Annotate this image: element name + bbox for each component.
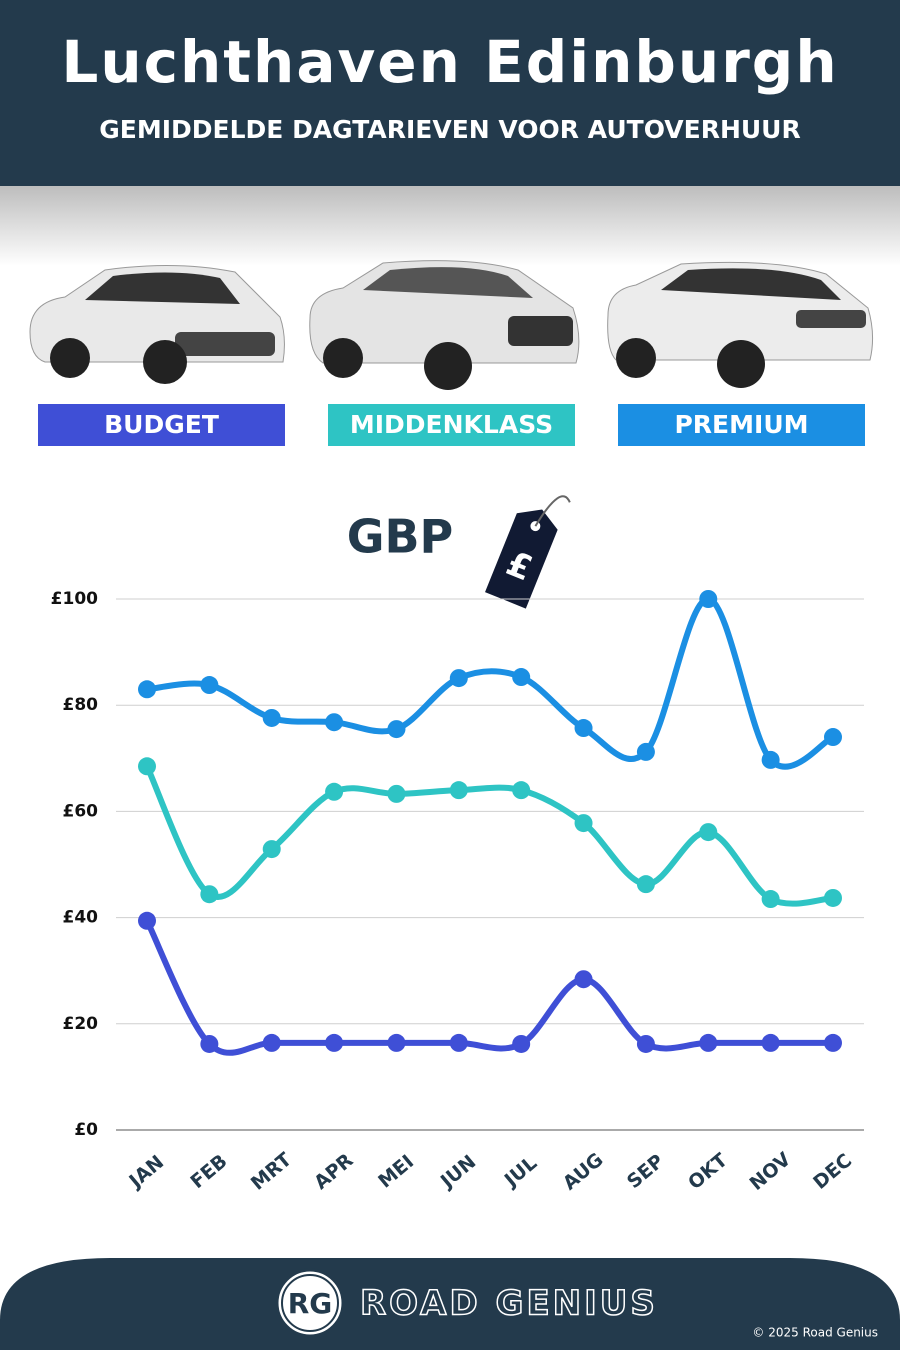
legend-label: BUDGET	[104, 410, 219, 439]
x-tick-label: JAN	[124, 1151, 169, 1193]
data-point	[699, 823, 718, 842]
data-point	[636, 742, 655, 761]
x-tick-label: APR	[310, 1149, 358, 1194]
price-tag: £	[485, 495, 571, 609]
currency-label: GBP	[347, 510, 454, 564]
data-point	[200, 1034, 219, 1053]
x-tick-label: AUG	[559, 1149, 608, 1195]
x-tick-label: JUN	[435, 1151, 480, 1194]
y-tick-label: £60	[63, 801, 99, 821]
data-point	[449, 669, 468, 688]
data-point	[512, 1034, 531, 1053]
x-tick-label: SEP	[623, 1150, 668, 1193]
y-tick-label: £0	[74, 1120, 98, 1140]
legend-label: MIDDENKLASS	[350, 410, 553, 439]
data-point	[325, 713, 344, 732]
x-tick-label: OKT	[684, 1149, 732, 1194]
subtitle: GEMIDDELDE DAGTARIEVEN VOOR AUTOVERHUUR	[99, 115, 800, 144]
data-point	[200, 676, 219, 695]
data-point	[449, 1033, 468, 1052]
data-point	[262, 840, 281, 859]
data-point	[262, 1033, 281, 1052]
car-premium	[607, 261, 874, 388]
x-tick-label: DEC	[809, 1149, 856, 1193]
title: Luchthaven Edinburgh	[61, 28, 838, 96]
logo-ring	[281, 1274, 339, 1332]
data-point	[200, 885, 219, 904]
x-tick-label: MEI	[374, 1151, 418, 1193]
data-point	[138, 680, 156, 699]
legend-swatch	[38, 404, 285, 446]
logo-text: RG	[288, 1287, 333, 1320]
data-point	[138, 757, 156, 776]
legend-swatch	[328, 404, 575, 446]
y-tick-label: £80	[63, 695, 99, 715]
y-tick-label: £100	[51, 589, 98, 609]
x-tick-label: JUL	[499, 1152, 541, 1192]
legend-swatch	[618, 404, 865, 446]
data-point	[824, 888, 842, 907]
data-point	[387, 784, 406, 803]
legend-label: PREMIUM	[674, 410, 808, 439]
data-point	[761, 890, 780, 909]
data-point	[636, 1034, 655, 1053]
data-point	[824, 728, 842, 747]
car-budget	[29, 264, 285, 384]
data-point	[574, 719, 593, 738]
x-tick-label: NOV	[746, 1148, 796, 1195]
series-line	[146, 596, 835, 770]
data-point	[761, 750, 780, 769]
brand: ROAD GENIUS	[360, 1284, 658, 1324]
data-point	[387, 720, 406, 739]
data-point	[138, 911, 156, 930]
data-point	[262, 708, 281, 727]
footer-bg	[0, 1258, 900, 1350]
header-bg	[0, 0, 900, 186]
x-tick-label: MRT	[247, 1148, 296, 1194]
copyright: © 2025 Road Genius	[752, 1326, 878, 1340]
data-point	[574, 970, 593, 989]
header-shade	[0, 186, 900, 266]
data-point	[574, 814, 593, 833]
x-tick-label: FEB	[186, 1150, 231, 1193]
data-point	[387, 1033, 406, 1052]
data-point	[512, 781, 531, 800]
series-line	[144, 764, 834, 907]
data-point	[761, 1033, 780, 1052]
logo-circle	[275, 1268, 345, 1338]
data-point	[699, 590, 718, 608]
data-point	[699, 1033, 718, 1052]
series-line	[144, 919, 833, 1056]
data-point	[325, 1033, 344, 1052]
data-point	[325, 782, 344, 801]
data-point	[449, 781, 468, 800]
y-tick-label: £20	[63, 1014, 99, 1034]
data-point	[824, 1033, 842, 1052]
data-point	[636, 875, 655, 894]
data-point	[512, 668, 531, 687]
car-midden	[309, 260, 580, 390]
y-tick-label: £40	[63, 908, 99, 928]
